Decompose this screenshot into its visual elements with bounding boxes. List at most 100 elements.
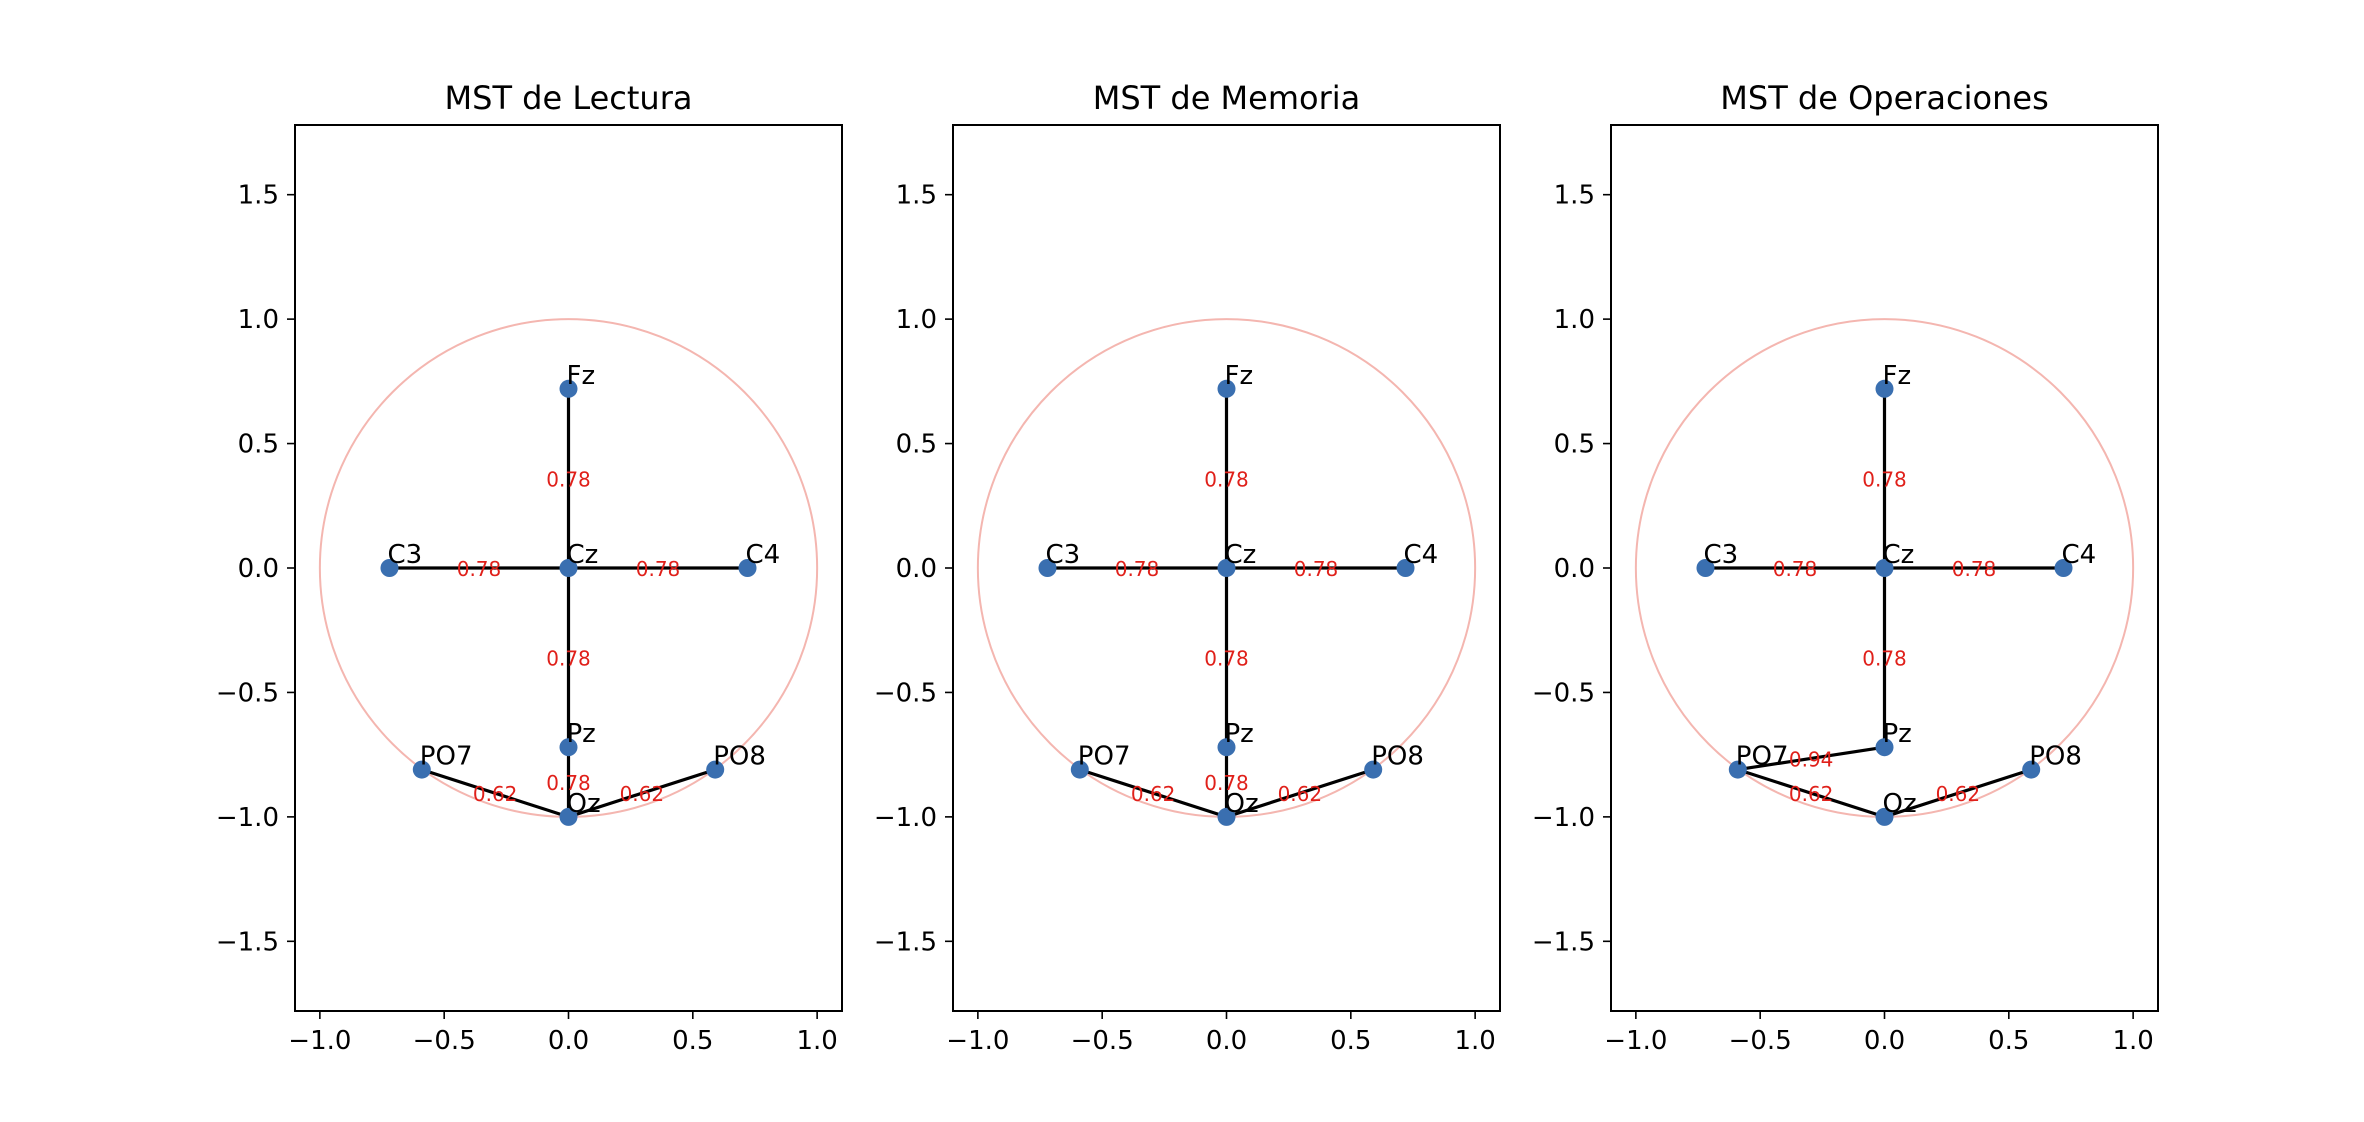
x-tick-label: 0.5 bbox=[1330, 1026, 1371, 1056]
y-tick-label: −0.5 bbox=[216, 678, 279, 708]
edge-weight-label: 0.78 bbox=[1115, 557, 1160, 581]
node-c3 bbox=[1696, 559, 1715, 577]
node-pz bbox=[559, 738, 578, 757]
node-label-oz: Oz bbox=[1225, 789, 1259, 819]
y-tick-label: −1.5 bbox=[1532, 927, 1595, 957]
x-tick-label: 0.0 bbox=[1206, 1026, 1247, 1056]
x-tick-label: −0.5 bbox=[1729, 1026, 1792, 1056]
edge-po8-oz bbox=[1226, 768, 1374, 819]
edge-weight-label: 0.78 bbox=[1773, 557, 1818, 581]
y-tick-label: 1.5 bbox=[896, 181, 937, 211]
y-tick-label: 1.0 bbox=[1554, 305, 1595, 335]
x-tick-label: −1.0 bbox=[946, 1026, 1009, 1056]
node-label-po8: PO8 bbox=[713, 742, 766, 772]
edge-po7-oz bbox=[1079, 768, 1227, 819]
edge-weight-label: 0.78 bbox=[457, 557, 502, 581]
edge-weight-label: 0.78 bbox=[1294, 557, 1339, 581]
y-tick-label: 0.0 bbox=[896, 554, 937, 584]
y-tick-label: −1.0 bbox=[874, 803, 937, 833]
node-c3 bbox=[1038, 559, 1057, 577]
edge-weight-label: 0.78 bbox=[1204, 647, 1249, 671]
node-label-c3: C3 bbox=[1703, 540, 1738, 570]
y-tick-label: 0.5 bbox=[238, 430, 279, 460]
node-po7 bbox=[1728, 760, 1747, 779]
node-label-pz: Pz bbox=[1225, 719, 1254, 749]
edge-po7-oz bbox=[1737, 768, 1885, 819]
node-fz bbox=[559, 379, 578, 398]
x-tick-label: 1.0 bbox=[2112, 1026, 2153, 1056]
node-label-c3: C3 bbox=[1045, 540, 1080, 570]
chart-title: MST de Lectura bbox=[445, 79, 693, 117]
node-pz bbox=[1875, 738, 1894, 757]
x-tick-label: 1.0 bbox=[1454, 1026, 1495, 1056]
edge-weight-label: 0.78 bbox=[546, 771, 591, 795]
node-label-cz: Cz bbox=[1225, 540, 1257, 570]
edge-weight-label: 0.78 bbox=[546, 647, 591, 671]
node-label-po8: PO8 bbox=[1371, 742, 1424, 772]
node-po7 bbox=[1070, 760, 1089, 779]
y-tick-label: 1.0 bbox=[896, 305, 937, 335]
chart-panel-1: MST de Lectura 0.78 0.78 0.78 0.78 0.78 0.62 0.… bbox=[216, 79, 843, 1056]
node-c4 bbox=[2054, 559, 2073, 577]
y-tick-label: 1.0 bbox=[238, 305, 279, 335]
node-label-po8: PO8 bbox=[2029, 742, 2082, 772]
edge-weight-label: 0.78 bbox=[1862, 647, 1907, 671]
y-tick-label: 0.0 bbox=[1554, 554, 1595, 584]
node-cz bbox=[559, 559, 578, 577]
node-po8 bbox=[2022, 760, 2041, 779]
node-po8 bbox=[706, 760, 725, 779]
x-tick-label: 1.0 bbox=[796, 1026, 837, 1056]
node-label-pz: Pz bbox=[1883, 719, 1912, 749]
node-c4 bbox=[1396, 559, 1415, 577]
edge-weight-label: 0.78 bbox=[546, 467, 591, 491]
edge-weight-label: 0.62 bbox=[473, 782, 518, 806]
edge-weight-label: 0.62 bbox=[1936, 782, 1981, 806]
x-tick-label: −1.0 bbox=[1604, 1026, 1667, 1056]
y-tick-label: 0.0 bbox=[238, 554, 279, 584]
node-cz bbox=[1217, 559, 1236, 577]
edge-po8-oz bbox=[568, 768, 716, 819]
node-fz bbox=[1875, 379, 1894, 398]
edge-po7-oz bbox=[421, 768, 569, 819]
y-tick-label: −1.0 bbox=[216, 803, 279, 833]
x-tick-label: 0.0 bbox=[548, 1026, 589, 1056]
chart-title: MST de Operaciones bbox=[1720, 79, 2048, 117]
node-cz bbox=[1875, 559, 1894, 577]
y-tick-label: 0.5 bbox=[896, 430, 937, 460]
x-tick-label: 0.5 bbox=[1988, 1026, 2029, 1056]
y-tick-label: −1.5 bbox=[216, 927, 279, 957]
node-label-c4: C4 bbox=[1404, 540, 1439, 570]
node-label-po7: PO7 bbox=[1078, 742, 1131, 772]
node-oz bbox=[1217, 807, 1236, 826]
edge-weight-label: 0.62 bbox=[620, 782, 665, 806]
node-label-pz: Pz bbox=[567, 719, 596, 749]
node-label-fz: Fz bbox=[1225, 361, 1254, 391]
node-label-po7: PO7 bbox=[420, 742, 473, 772]
node-c3 bbox=[380, 559, 399, 577]
node-po8 bbox=[1364, 760, 1383, 779]
y-tick-label: −1.5 bbox=[874, 927, 937, 957]
x-tick-label: −1.0 bbox=[288, 1026, 351, 1056]
edge-po8-oz bbox=[1884, 768, 2032, 819]
node-pz bbox=[1217, 738, 1236, 757]
y-tick-label: 1.5 bbox=[238, 181, 279, 211]
node-label-c4: C4 bbox=[746, 540, 781, 570]
node-oz bbox=[559, 807, 578, 826]
edge-weight-label: 0.78 bbox=[1204, 771, 1249, 795]
edge-weight-label: 0.62 bbox=[1789, 782, 1834, 806]
edge-po7-pz bbox=[1737, 745, 1885, 772]
node-c4 bbox=[738, 559, 757, 577]
edge-weight-label: 0.62 bbox=[1278, 782, 1323, 806]
x-tick-label: 0.0 bbox=[1864, 1026, 1905, 1056]
x-tick-label: −0.5 bbox=[413, 1026, 476, 1056]
node-po7 bbox=[412, 760, 431, 779]
node-label-fz: Fz bbox=[567, 361, 596, 391]
y-tick-label: 0.5 bbox=[1554, 430, 1595, 460]
edge-weight-label: 0.78 bbox=[1862, 467, 1907, 491]
edge-weight-label: 0.78 bbox=[1204, 467, 1249, 491]
node-label-c4: C4 bbox=[2062, 540, 2097, 570]
node-label-fz: Fz bbox=[1883, 361, 1912, 391]
node-label-oz: Oz bbox=[1883, 789, 1917, 819]
